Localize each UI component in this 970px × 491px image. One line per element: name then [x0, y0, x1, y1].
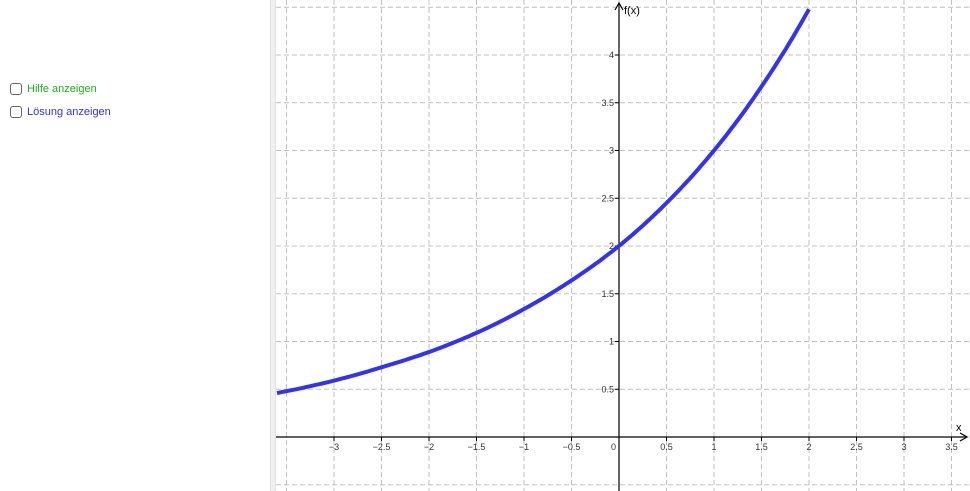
x-tick-label: 2.5: [850, 442, 863, 452]
y-axis-arrow: [614, 1, 624, 11]
solution-checkbox[interactable]: [10, 106, 22, 118]
x-axis-arrow: [959, 432, 969, 442]
y-tick-label: 3.5: [601, 98, 614, 108]
x-tick-label: 3.5: [945, 442, 958, 452]
y-tick-labels: 0.5 1 1.5 2 2.5 3 3.5 4: [601, 50, 619, 394]
help-checkbox[interactable]: [10, 83, 22, 95]
x-tick-label: 1: [711, 442, 716, 452]
y-tick-label: 0.5: [601, 384, 614, 394]
y-tick-label: 4: [609, 50, 614, 60]
function-plot[interactable]: −3 −2.5 −2 −1.5 −1 −0.5 0.5 1 1.5 2 2.5 3 3.5 0.5 1 1.…: [276, 0, 970, 491]
help-label[interactable]: Hilfe anzeigen: [27, 83, 97, 95]
x-tick-label: 0.5: [660, 442, 673, 452]
x-tick-label: −0.5: [563, 442, 581, 452]
x-tick-label: −2.5: [373, 442, 391, 452]
y-tick-label: 1.5: [601, 289, 614, 299]
x-tick-label: 2: [806, 442, 811, 452]
x-tick-label: −1: [519, 442, 529, 452]
grid-lines: [276, 0, 970, 491]
algebra-panel: Hilfe anzeigen Lösung anzeigen: [0, 0, 270, 491]
y-tick-label: 1: [609, 337, 614, 347]
x-tick-label: −2: [424, 442, 434, 452]
help-toggle[interactable]: Hilfe anzeigen: [10, 82, 97, 96]
solution-label[interactable]: Lösung anzeigen: [27, 106, 111, 118]
x-tick-label: −1.5: [468, 442, 486, 452]
graphics-view[interactable]: −3 −2.5 −2 −1.5 −1 −0.5 0.5 1 1.5 2 2.5 3 3.5 0.5 1 1.…: [276, 0, 970, 491]
axes: [276, 1, 969, 491]
x-axis-label: x: [956, 422, 962, 434]
y-axis-label: f(x): [624, 5, 640, 17]
y-tick-label: 2.5: [601, 193, 614, 203]
y-tick-label: 3: [609, 146, 614, 156]
x-tick-label: −3: [329, 442, 339, 452]
origin-label: 0: [611, 442, 616, 452]
x-tick-label: 1.5: [755, 442, 768, 452]
panel-divider[interactable]: [270, 0, 276, 491]
y-tick-label: 2: [609, 241, 614, 251]
function-curve[interactable]: [276, 8, 811, 396]
solution-toggle[interactable]: Lösung anzeigen: [10, 105, 111, 119]
x-tick-label: 3: [901, 442, 906, 452]
x-tick-labels: −3 −2.5 −2 −1.5 −1 −0.5 0.5 1 1.5 2 2.5 3 3.5: [329, 437, 958, 452]
